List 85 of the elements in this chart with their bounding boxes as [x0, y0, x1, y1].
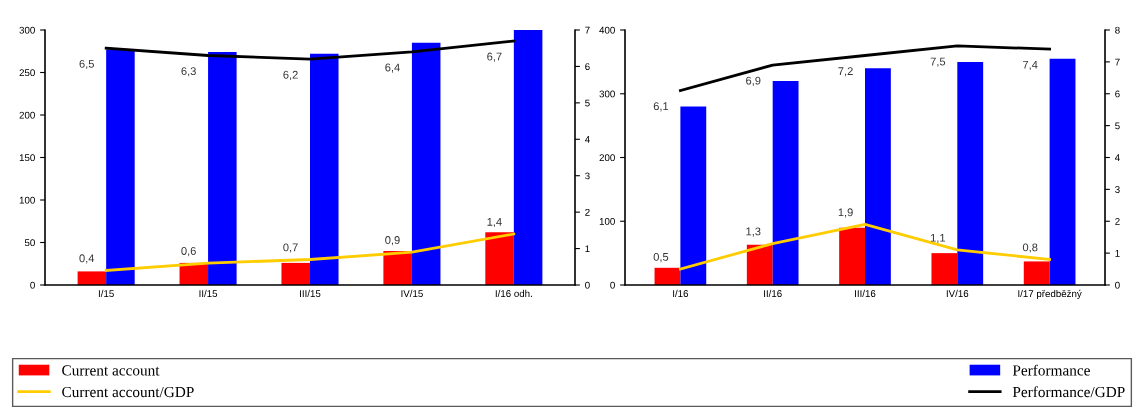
bar: [680, 106, 707, 285]
y-tick-label: 0: [610, 281, 615, 289]
x-tick-label: III/16: [855, 289, 876, 297]
data-label: 6,3: [181, 67, 196, 77]
y-tick-label: 300: [599, 90, 615, 98]
data-label: 7,4: [1023, 60, 1038, 70]
x-tick-label: II/16: [764, 289, 782, 297]
x-tick-label: III/15: [300, 289, 321, 297]
y-tick-label: 150: [19, 154, 35, 162]
bar: [839, 227, 865, 285]
y2-tick-label: 2: [585, 208, 590, 216]
bar: [865, 68, 891, 285]
data-label: 6,2: [283, 70, 298, 81]
data-label: 6,1: [653, 102, 669, 112]
y2-tick-label: 3: [585, 172, 590, 180]
bar: [208, 52, 237, 285]
legend-label: Performance: [1012, 364, 1090, 376]
y2-tick-label: 6: [1115, 90, 1120, 98]
y2-tick-label: 4: [1114, 154, 1120, 162]
data-label: 0,7: [283, 243, 298, 253]
y2-tick-label: 6: [585, 63, 590, 71]
data-label: 0,9: [385, 236, 400, 246]
y2-tick-label: 4: [584, 136, 590, 143]
bar: [281, 262, 310, 285]
y2-tick-label: 0: [1115, 281, 1120, 289]
bar: [772, 81, 799, 285]
bar: [957, 61, 984, 285]
x-tick-label: I/17 předběžný: [1018, 289, 1082, 300]
bar: [77, 271, 107, 285]
line-series: [678, 223, 1052, 271]
x-tick-label: I/16: [673, 289, 689, 297]
legend-label: Current account/GDP: [62, 386, 194, 398]
y-tick-label: 200: [19, 111, 35, 119]
data-label: 7,2: [838, 67, 853, 77]
data-label: 0,6: [181, 247, 196, 257]
line-series: [678, 44, 1052, 92]
bar: [931, 253, 958, 285]
bar: [310, 53, 339, 285]
bar: [746, 244, 773, 285]
line-series: [104, 232, 516, 272]
x-tick-label: IV/16: [946, 289, 969, 297]
y-tick-label: 400: [599, 26, 615, 34]
y-tick-label: 200: [599, 154, 615, 162]
data-label: 6,5: [79, 59, 94, 70]
data-label: 7,5: [930, 57, 946, 67]
y-tick-label: 100: [19, 196, 35, 204]
y-tick-label: 0: [30, 281, 35, 289]
y2-tick-label: 5: [1115, 122, 1120, 130]
data-label: 1,4: [487, 218, 502, 228]
y2-tick-label: 5: [585, 99, 590, 107]
data-label: 6,4: [385, 63, 400, 73]
data-label: 0,8: [1022, 243, 1038, 253]
y2-tick-label: 0: [585, 281, 590, 289]
data-label: 6,7: [487, 52, 502, 62]
bar: [106, 49, 135, 285]
y2-tick-label: 2: [1115, 217, 1120, 225]
data-label: 1,3: [746, 227, 761, 237]
bar: [485, 232, 514, 285]
legend-label: Performance/GDP: [1012, 386, 1125, 398]
y-tick-label: 50: [24, 239, 35, 247]
bar: [1049, 58, 1076, 285]
x-tick-label: IV/15: [401, 289, 423, 297]
bar: [411, 42, 441, 285]
bar: [513, 30, 543, 285]
y-tick-label: 250: [19, 69, 35, 77]
y2-tick-label: 1: [585, 245, 590, 253]
data-label: 1,9: [838, 208, 853, 218]
y2-tick-label: 7: [1115, 58, 1120, 66]
y2-tick-label: 3: [1115, 186, 1120, 193]
line-series: [104, 39, 516, 61]
data-label: 6,9: [746, 76, 761, 86]
data-label: 1,1: [930, 233, 946, 244]
y-tick-label: 100: [599, 217, 615, 225]
data-label: 0,4: [79, 254, 95, 264]
bar: [1023, 261, 1050, 285]
y2-tick-label: 8: [1115, 26, 1120, 34]
y2-tick-label: 7: [585, 26, 590, 34]
x-tick-label: II/15: [199, 289, 218, 297]
legend-label: Current account: [62, 365, 160, 376]
y2-tick-label: 1: [1115, 249, 1120, 257]
data-label: 0,5: [653, 252, 669, 263]
bar: [383, 251, 412, 285]
x-tick-label: I/16 odh.: [495, 289, 532, 297]
y-tick-label: 300: [19, 26, 35, 34]
x-tick-label: I/15: [98, 289, 114, 297]
